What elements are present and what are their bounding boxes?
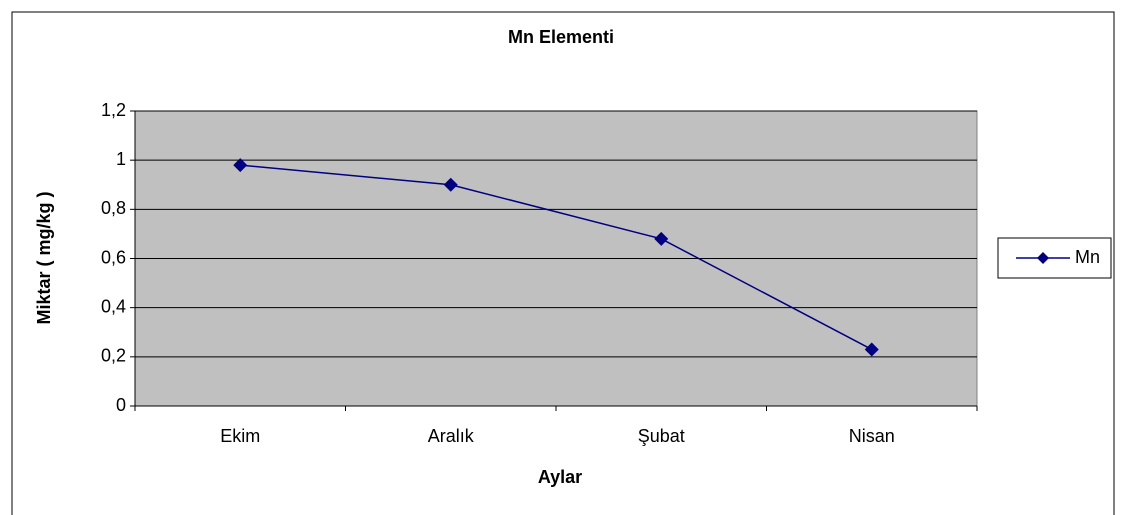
y-tick-label: 0,8 bbox=[101, 198, 126, 218]
y-tick-label: 0,6 bbox=[101, 247, 126, 267]
y-axis-label: Miktar ( mg/kg ) bbox=[34, 191, 54, 324]
legend-label: Mn bbox=[1075, 247, 1100, 267]
y-tick-label: 0,4 bbox=[101, 296, 126, 316]
legend-marker bbox=[1037, 252, 1049, 264]
x-tick-label: Aralık bbox=[428, 426, 475, 446]
point bbox=[233, 158, 248, 173]
series-line bbox=[240, 164, 873, 351]
chart-title: Mn Elementi bbox=[508, 27, 614, 47]
x-tick-label: Şubat bbox=[638, 426, 685, 446]
y-tick-label: 1 bbox=[116, 149, 126, 169]
x-tick-label: Ekim bbox=[220, 426, 260, 446]
point bbox=[864, 342, 879, 357]
x-axis-label: Aylar bbox=[538, 467, 582, 487]
x-tick-label: Nisan bbox=[849, 426, 895, 446]
y-tick-label: 0 bbox=[116, 395, 126, 415]
point bbox=[654, 231, 669, 246]
point bbox=[443, 177, 458, 192]
y-tick-label: 1,2 bbox=[101, 100, 126, 120]
y-tick-label: 0,2 bbox=[101, 346, 126, 366]
